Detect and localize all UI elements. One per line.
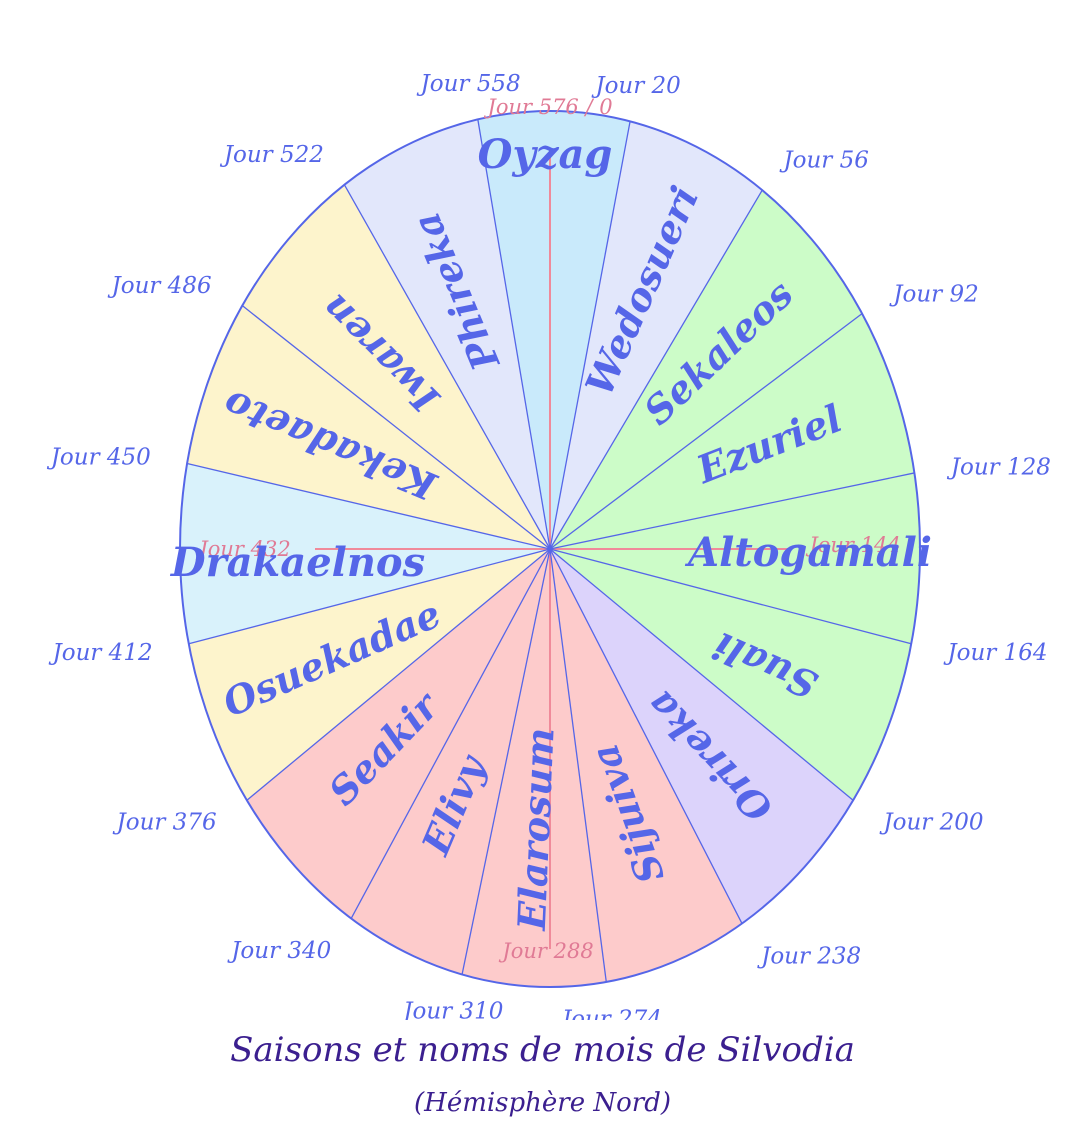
month-label: Drakaelnos — [170, 539, 425, 586]
month-sector — [462, 549, 607, 987]
boundary-day-label: Jour 274 — [558, 1007, 662, 1020]
month-sector — [550, 472, 920, 644]
boundary-day-label: Jour 164 — [943, 640, 1047, 666]
boundary-line — [549, 189, 763, 550]
boundary-day-label: Jour 56 — [779, 148, 868, 174]
boundary-line — [246, 548, 551, 801]
boundary-day-label: Jour 486 — [108, 273, 212, 299]
cardinal-day-labels: Jour 576 / 0 Jour 144 Jour 288 Jour 432 — [195, 95, 900, 963]
wheel-outline — [179, 110, 921, 988]
axis-day-label: Jour 144 — [805, 533, 900, 557]
axis-day-label: Jour 432 — [195, 537, 290, 561]
month-label: Elarosum — [509, 727, 563, 932]
boundary-line — [461, 548, 551, 975]
boundary-line — [549, 548, 912, 645]
boundary-line — [188, 548, 551, 645]
boundary-day-label: Jour 238 — [757, 943, 861, 969]
boundary-day-label: Jour 92 — [889, 282, 978, 308]
month-sector — [242, 184, 551, 549]
boundary-line — [549, 121, 631, 550]
boundary-day-label: Jour 376 — [113, 810, 217, 836]
boundary-day-label: Jour 340 — [227, 938, 331, 964]
boundary-line — [549, 548, 607, 982]
month-sector — [180, 463, 550, 644]
boundary-day-label: Jour 310 — [399, 999, 503, 1020]
boundary-line — [241, 305, 551, 550]
boundary-line — [549, 472, 915, 550]
axis-day-label: Jour 576 / 0 — [483, 95, 612, 119]
month-boundaries — [186, 119, 915, 982]
month-sector — [351, 549, 550, 975]
boundary-line — [549, 548, 854, 801]
boundary-line — [186, 462, 551, 550]
month-sectors — [180, 111, 920, 987]
month-sector — [550, 549, 742, 982]
boundary-line — [477, 119, 551, 550]
season-wheel: Jour 576 / 0 Jour 144 Jour 288 Jour 432 Oyz… — [47, 71, 1051, 1020]
boundary-day-label: Jour 522 — [220, 142, 324, 168]
month-sector — [187, 305, 551, 549]
boundary-day-label: Jour 200 — [879, 810, 983, 836]
month-sector — [550, 549, 854, 924]
axis-day-label: Jour 288 — [498, 939, 593, 963]
boundary-line — [350, 548, 551, 919]
diagram-title: Saisons et noms de mois de Silvodia — [230, 1030, 855, 1070]
diagram-subtitle: (Hémisphère Nord) — [414, 1088, 671, 1118]
boundary-day-label: Jour 128 — [947, 455, 1051, 481]
month-label: Oyzag — [478, 131, 613, 178]
month-sector — [550, 549, 912, 801]
boundary-day-label: Jour 558 — [417, 71, 521, 97]
month-sector — [246, 549, 550, 919]
boundary-line — [549, 313, 863, 550]
month-sector — [550, 190, 863, 549]
month-label: Altogamali — [684, 529, 932, 576]
boundary-line — [549, 548, 743, 924]
month-sector — [550, 313, 915, 549]
month-sector — [188, 549, 550, 801]
month-sector — [550, 121, 763, 549]
cardinal-axes — [315, 149, 790, 949]
month-sector — [344, 119, 550, 550]
boundary-day-label: Jour 450 — [47, 444, 151, 470]
boundary-day-label: Jour 20 — [591, 73, 680, 99]
boundary-line — [343, 184, 551, 550]
boundary-day-label: Jour 412 — [49, 640, 153, 666]
